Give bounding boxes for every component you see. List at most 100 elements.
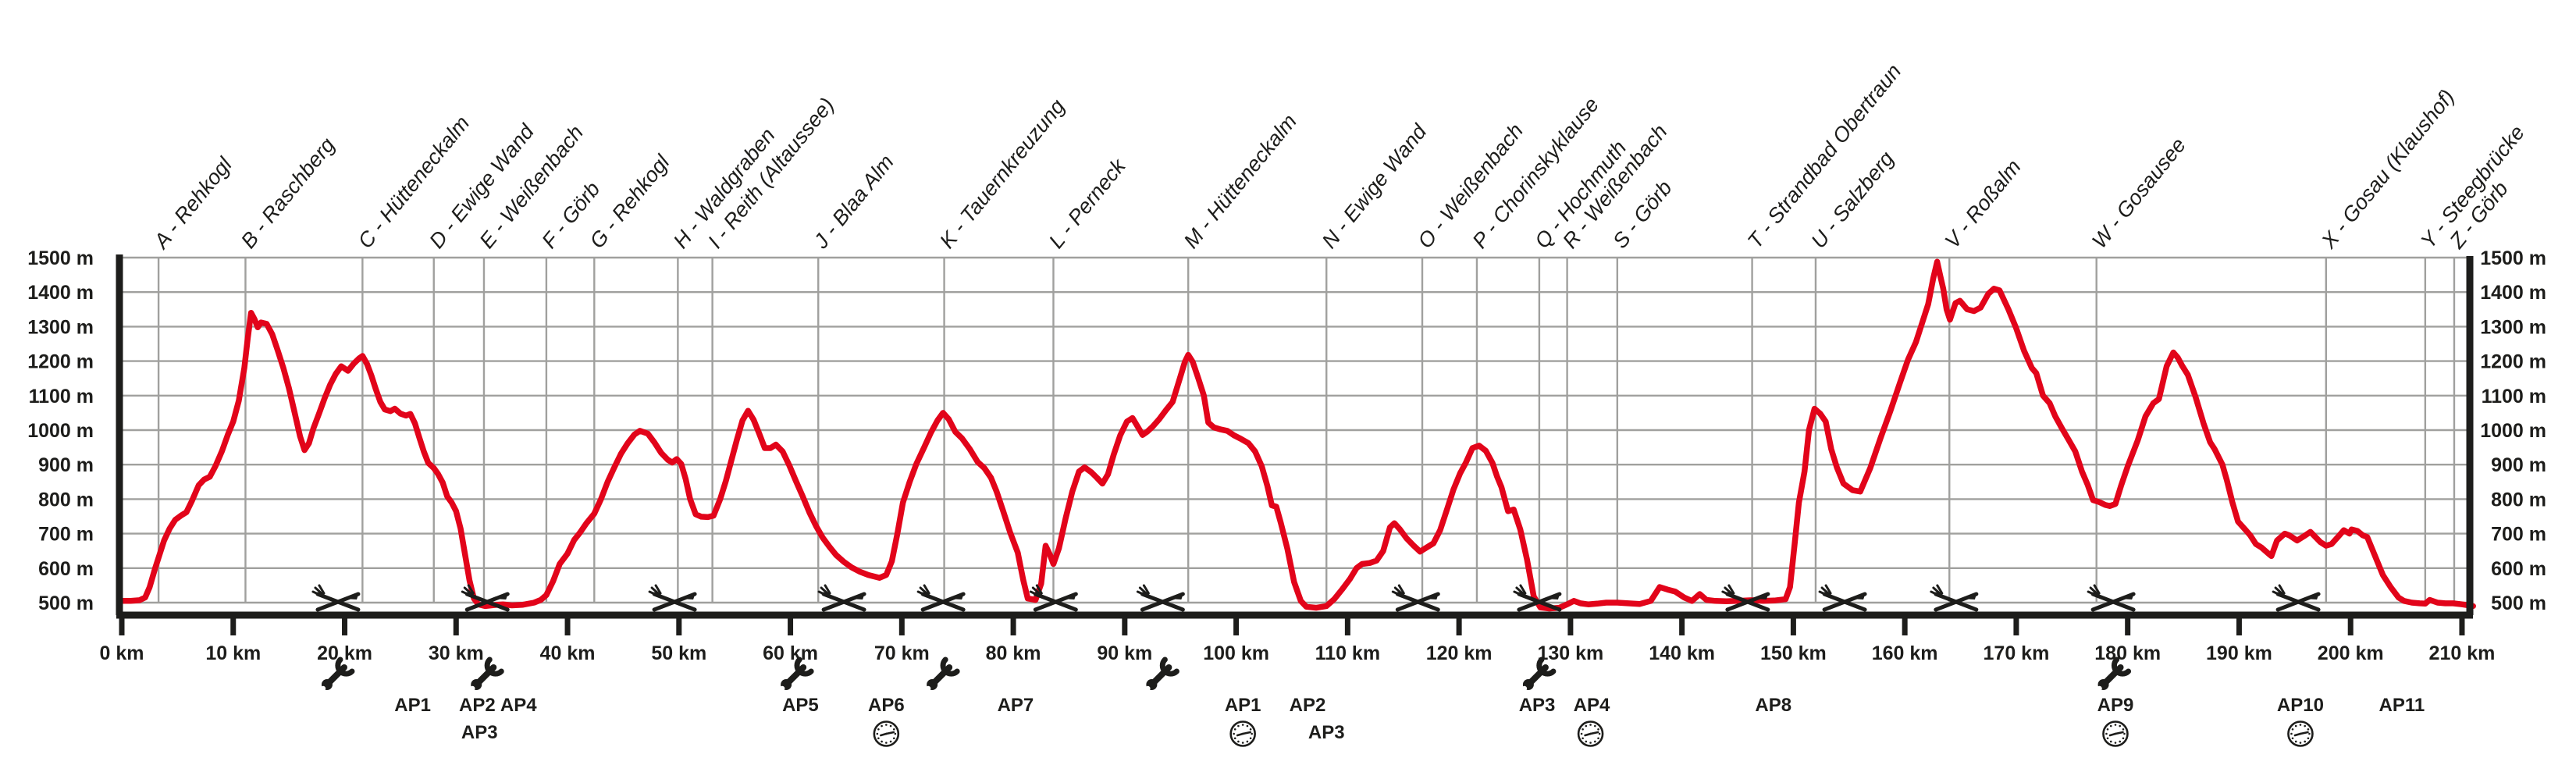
km-tick-label: 50 km [651, 642, 706, 664]
waypoint-label: W - Gosausee [2087, 133, 2190, 253]
waypoint-labels: A - Rehkogl B - Raschberg C - Hütteneckalm… [148, 59, 2529, 254]
km-tick-label: 20 km [317, 642, 372, 664]
waypoint-label: V - Roßalm [1941, 155, 2026, 253]
elevation-label-left: 1500 m [27, 247, 94, 269]
waypoint-label: L - Perneck [1044, 154, 1131, 253]
elevation-label-left: 500 m [38, 592, 94, 614]
elevation-label-right: 1000 m [2480, 420, 2546, 442]
restaurant-icon [1820, 585, 1866, 610]
km-tick-label: 110 km [1315, 642, 1380, 664]
y-tick-labels: 500 m 500 m 600 m 600 m 700 m 700 m 800 m 800 m… [27, 247, 2546, 614]
ap-label: AP9 [2097, 695, 2134, 716]
ap-label-row2: AP3 [1308, 722, 1345, 743]
wrench-icon [2097, 660, 2128, 691]
km-tick-label: 190 km [2206, 642, 2272, 664]
elevation-label-left: 700 m [38, 524, 94, 546]
elevation-label-right: 1100 m [2482, 386, 2546, 407]
km-tick-label: 70 km [874, 642, 930, 664]
restaurant-icon [1393, 585, 1439, 610]
elevation-label-right: 1200 m [2480, 351, 2546, 373]
waypoint-label: J - Blaa Alm [809, 151, 898, 254]
waypoint-label: A - Rehkogl [148, 152, 237, 254]
clock-icon [1229, 721, 1256, 747]
waypoint-label: M - Hütteneckalm [1179, 109, 1301, 252]
ap-label: AP2 [1290, 695, 1326, 716]
km-tick-label: 120 km [1426, 642, 1493, 664]
ap-label: AP11 [2379, 695, 2425, 716]
restaurant-icon [313, 585, 359, 610]
horizontal-gridlines [119, 256, 2470, 604]
elevation-label-right: 1500 m [2480, 247, 2546, 269]
wrench-icon [926, 660, 957, 691]
ap-label: AP8 [1755, 695, 1791, 716]
clock-icon [873, 721, 900, 747]
elevation-label-right: 600 m [2491, 558, 2546, 580]
elevation-label-left: 1400 m [27, 282, 94, 304]
waypoint-label: G - Rehkogl [585, 150, 675, 253]
km-tick-label: 180 km [2094, 642, 2161, 664]
ap-label-row2: AP3 [461, 722, 498, 743]
km-tick-label: 150 km [1760, 642, 1827, 664]
elevation-label-right: 700 m [2491, 524, 2546, 546]
km-tick-label: 80 km [986, 642, 1041, 664]
clock-icon [1577, 721, 1604, 747]
km-tick-label: 140 km [1649, 642, 1715, 664]
ap-label: AP10 [2277, 695, 2324, 716]
ap-label: AP4 [1574, 695, 1610, 716]
ap-labels: AP1 AP2 AP4 AP5 AP6 AP7 AP1 AP2 AP3 AP4 AP8 AP9 AP10… [394, 695, 2425, 743]
restaurant-icon [2273, 585, 2319, 610]
clock-icon [2287, 721, 2314, 747]
km-tick-label: 170 km [1984, 642, 2050, 664]
waypoint-label: N - Ewige Wand [1318, 119, 1432, 253]
ap-label: AP2 [459, 695, 496, 716]
elevation-label-right: 900 m [2491, 454, 2546, 476]
elevation-label-left: 600 m [38, 558, 94, 580]
km-tick-label: 30 km [429, 642, 484, 664]
restaurant-icon [649, 585, 696, 610]
km-tick-label: 90 km [1097, 642, 1152, 664]
elevation-label-left: 800 m [38, 489, 94, 511]
ap-label: AP1 [394, 695, 431, 716]
waypoint-lines [157, 258, 2456, 603]
wrench-icon [1522, 660, 1553, 691]
restaurant-icon [1137, 585, 1183, 610]
elevation-label-right: 500 m [2491, 592, 2546, 614]
restaurant-icon [2088, 585, 2134, 610]
elevation-label-right: 800 m [2491, 489, 2546, 511]
ap-label: AP7 [998, 695, 1034, 716]
restaurant-icon [819, 585, 865, 610]
elevation-label-right: 1400 m [2480, 282, 2546, 304]
x-ticks: 0 km 10 km 20 km 30 km 40 km 50 km 60 km 70 km 8… [100, 618, 2496, 664]
waypoint-label: K - Tauernkreuzung [935, 94, 1069, 252]
km-tick-label: 200 km [2318, 642, 2384, 664]
ap-label: AP5 [782, 695, 819, 716]
restaurant-icon [1723, 585, 1769, 610]
axes [116, 254, 2474, 619]
ap-label: AP1 [1225, 695, 1261, 716]
wrench-icon [1145, 660, 1176, 691]
restaurant-icon [918, 585, 964, 610]
ap-label: AP4 [500, 695, 537, 716]
km-tick-label: 160 km [1872, 642, 1938, 664]
km-tick-label: 10 km [205, 642, 261, 664]
ap-label: AP6 [868, 695, 905, 716]
km-tick-label: 130 km [1537, 642, 1603, 664]
waypoint-label: B - Raschberg [237, 133, 340, 253]
km-tick-label: 100 km [1203, 642, 1269, 664]
wrench-icon [780, 660, 811, 691]
km-tick-label: 210 km [2429, 642, 2496, 664]
elevation-label-right: 1300 m [2480, 316, 2546, 338]
restaurant-icon [1931, 585, 1977, 610]
wrench-icon [470, 660, 501, 691]
km-tick-label: 0 km [100, 642, 144, 664]
ap-label: AP3 [1519, 695, 1556, 716]
clock-icon [2102, 721, 2129, 747]
km-tick-label: 40 km [540, 642, 596, 664]
elevation-label-left: 1200 m [27, 351, 94, 373]
elevation-label-left: 1300 m [27, 316, 94, 338]
km-tick-label: 60 km [763, 642, 818, 664]
elevation-label-left: 1100 m [29, 386, 94, 407]
elevation-label-left: 1000 m [27, 420, 94, 442]
elevation-label-left: 900 m [38, 454, 94, 476]
